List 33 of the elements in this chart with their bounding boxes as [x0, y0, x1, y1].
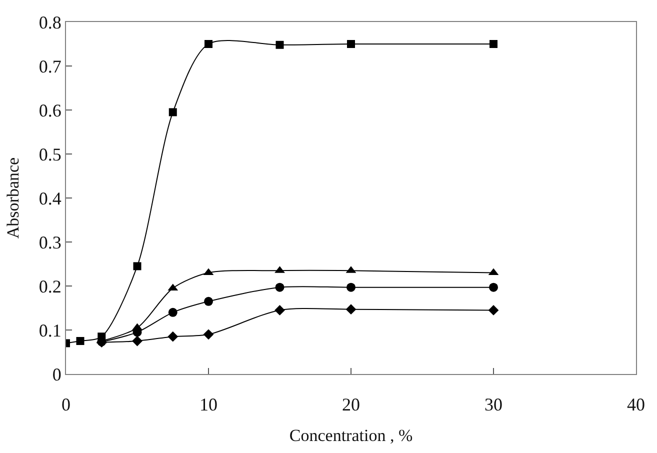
y-tick-label: 0.2 — [38, 276, 62, 296]
point — [168, 308, 178, 317]
point — [276, 40, 284, 49]
point — [489, 282, 498, 292]
point — [274, 305, 285, 316]
y-axis-title: Absorbance — [3, 157, 22, 239]
y-tick-label: 0.4 — [38, 188, 62, 208]
y-tick-label: 0.7 — [38, 56, 62, 76]
point — [76, 337, 84, 345]
y-tick-label: 0.1 — [38, 320, 62, 340]
point — [275, 282, 284, 292]
point — [133, 262, 142, 270]
point — [168, 331, 178, 342]
y-tick-label: 0 — [52, 364, 62, 384]
x-axis-title: Concentration , % — [289, 426, 413, 445]
x-tick-label: 10 — [200, 394, 218, 415]
point — [347, 40, 355, 48]
point — [346, 282, 356, 292]
x-tick-label: 40 — [627, 394, 645, 415]
point — [204, 296, 213, 306]
point — [132, 336, 142, 346]
point — [346, 304, 356, 315]
x-tick-label: 30 — [484, 394, 502, 415]
y-tick-label: 0.3 — [38, 232, 62, 252]
point — [168, 108, 177, 116]
y-tick-label: 0.6 — [38, 100, 62, 120]
point — [204, 40, 212, 48]
x-tick-label: 20 — [342, 394, 360, 415]
point — [490, 40, 498, 48]
y-tick-label: 0.5 — [38, 144, 62, 164]
point — [203, 329, 214, 340]
y-tick-label: 0.8 — [38, 12, 62, 32]
point — [488, 305, 499, 316]
